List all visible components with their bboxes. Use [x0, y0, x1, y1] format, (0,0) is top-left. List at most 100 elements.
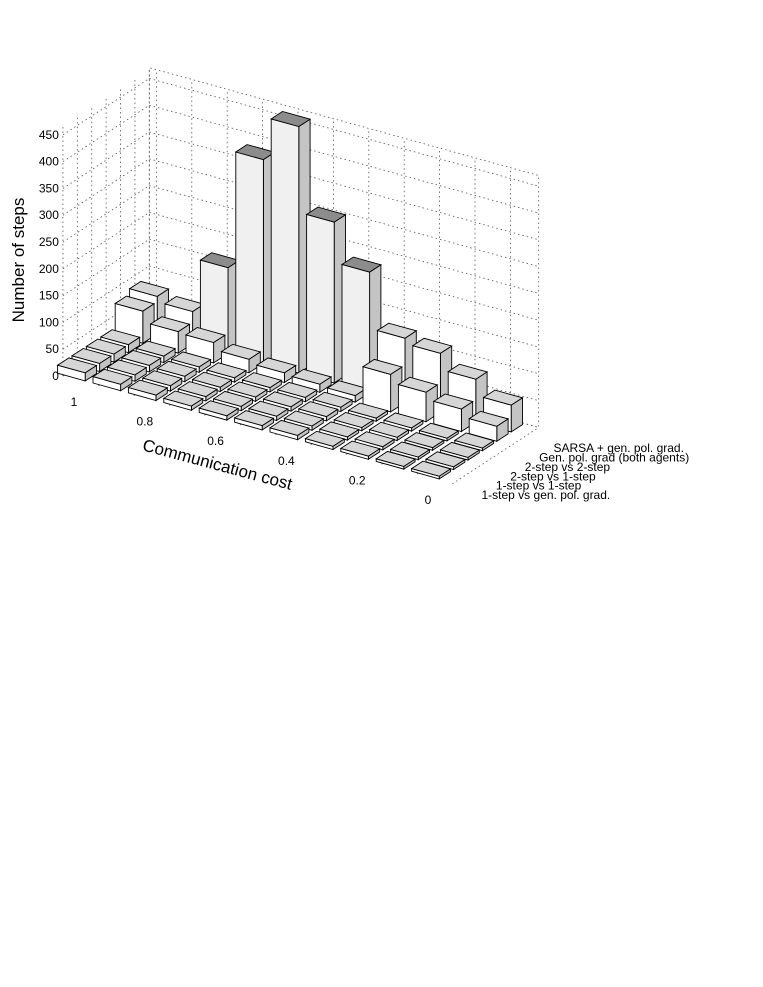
bar-top [184, 327, 226, 343]
bar [361, 358, 403, 413]
bar [198, 400, 240, 421]
bar-top [120, 350, 162, 366]
bar-top [177, 381, 219, 398]
bar-top [70, 348, 112, 364]
bar-top [411, 337, 453, 354]
z-tick-label: 400 [39, 155, 59, 169]
bar-top [198, 400, 240, 417]
bar [368, 421, 410, 442]
bar-top [141, 370, 183, 387]
side-wall-hgrid [62, 185, 150, 243]
bar-top [226, 381, 268, 398]
bar-top [339, 440, 381, 457]
bar-top [482, 389, 524, 406]
bar-top [453, 432, 495, 449]
bar [255, 357, 297, 384]
bar-top [128, 280, 170, 297]
bar-top [276, 381, 318, 398]
z-tick-label: 100 [39, 315, 59, 329]
bar-top [468, 410, 510, 427]
bar-layer [56, 111, 524, 480]
bar-top [156, 360, 198, 377]
z-axis-label: Number of steps [9, 198, 28, 323]
bar-top [424, 451, 466, 468]
bar-top [205, 362, 247, 379]
bar-top [382, 412, 424, 429]
bar [127, 379, 169, 402]
bar-top [297, 401, 339, 418]
bar-top [318, 421, 360, 438]
side-wall-hgrid [62, 104, 150, 162]
bar-front [270, 118, 300, 374]
z-tick-label: 150 [39, 289, 59, 303]
bar-top [91, 368, 133, 385]
bar [453, 432, 495, 452]
bar-top [170, 351, 212, 368]
bar-top [389, 441, 431, 458]
bar [339, 440, 381, 461]
bar-top [241, 372, 283, 389]
z-tick-label: 450 [39, 128, 59, 142]
x-tick-label: 0.6 [207, 434, 224, 448]
bar-top [149, 316, 191, 333]
bar-top [376, 322, 418, 339]
series-label: 2-step vs 2-step [525, 460, 611, 474]
bar-top [135, 340, 177, 357]
bar-top [361, 358, 403, 375]
side-wall-hgrid [62, 78, 150, 136]
z-tick-label: 350 [39, 181, 59, 195]
bar-top [447, 363, 489, 380]
bar [291, 368, 333, 394]
bar-top [283, 410, 325, 427]
side-wall-hgrid [62, 265, 150, 323]
back-wall-hgrid [149, 78, 539, 187]
z-tick-label: 300 [39, 208, 59, 222]
bar [276, 381, 318, 403]
side-wall-hgrid [62, 158, 150, 216]
bar [156, 360, 198, 383]
bar-top [340, 256, 382, 273]
bar-top [233, 410, 275, 427]
bar-top [304, 430, 346, 447]
bar-top [403, 432, 445, 449]
x-tick-label: 0.4 [278, 454, 295, 468]
bar-top [268, 419, 310, 436]
series-label: 1-step vs 1-step [496, 479, 582, 493]
side-wall-hgrid [62, 212, 150, 270]
bar-top [220, 343, 262, 360]
bar-top [270, 111, 312, 127]
bar [305, 206, 347, 384]
z-tick-label: 50 [46, 342, 60, 356]
bar-top [410, 460, 452, 477]
bar-top [368, 421, 410, 438]
bar [432, 393, 474, 433]
bar [268, 419, 310, 441]
series-label: 2-step vs 1-step [510, 469, 596, 483]
bar [283, 410, 325, 432]
bar [233, 410, 275, 431]
x-tick-label: 0.8 [136, 415, 153, 429]
bar [403, 432, 445, 452]
x-tick-label: 0.2 [349, 473, 366, 487]
bar [375, 450, 417, 470]
side-wall-hgrid [62, 238, 150, 296]
bar-top [99, 329, 141, 346]
bar-top [305, 206, 347, 223]
bar [234, 144, 276, 365]
bar-top [212, 390, 254, 407]
bar-top [291, 368, 333, 385]
bar-top [354, 431, 396, 448]
side-wall-hgrid [62, 131, 150, 189]
bar-top [262, 391, 304, 408]
series-label: 1-step vs gen. pol. grad. [482, 488, 611, 502]
bar [424, 451, 466, 471]
bar [149, 316, 191, 354]
bar [270, 111, 312, 374]
bar-front [306, 213, 335, 384]
bar-top [127, 379, 169, 396]
bar [162, 390, 204, 412]
bar-top [312, 391, 354, 408]
bar [389, 441, 431, 461]
bar-top [247, 400, 289, 417]
